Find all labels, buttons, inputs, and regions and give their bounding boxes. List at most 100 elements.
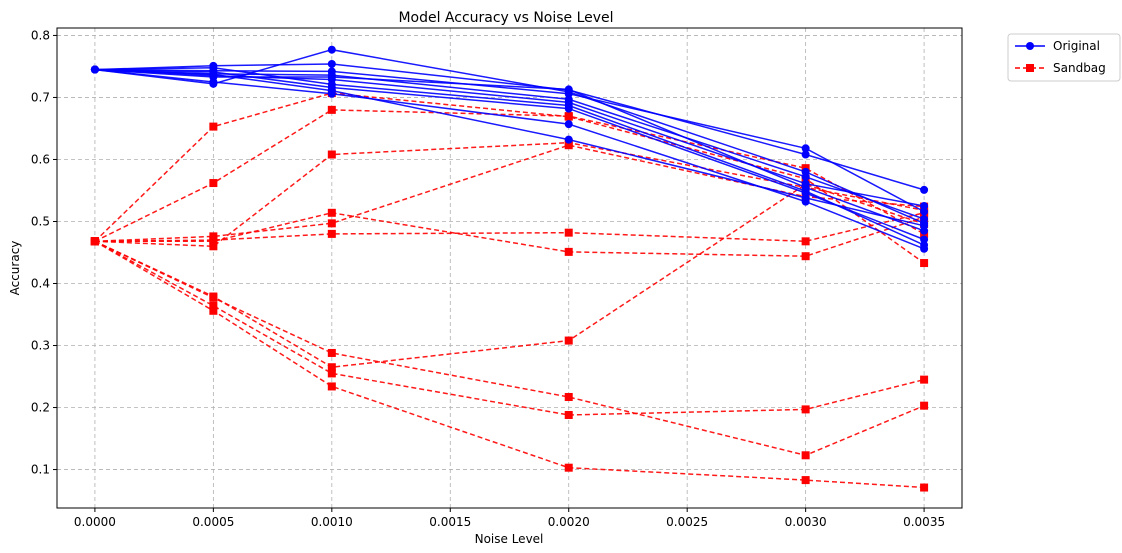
point-sandbag: [801, 405, 810, 414]
point-original: [327, 59, 336, 68]
point-original: [801, 144, 810, 153]
point-sandbag: [801, 237, 810, 246]
series-line-sandbag-4: [94, 144, 925, 243]
point-original: [920, 215, 929, 224]
point-original: [327, 72, 336, 81]
x-axis-label: Noise Level: [475, 532, 544, 546]
y-tick-label: 0.5: [31, 214, 50, 228]
point-sandbag: [90, 237, 99, 246]
point-sandbag: [564, 228, 573, 237]
series-line-original-1: [94, 48, 925, 224]
series-line-original-6: [94, 66, 925, 246]
series-line-original-5: [94, 68, 925, 207]
point-sandbag: [209, 293, 218, 302]
x-tick-label: 0.0020: [548, 515, 590, 529]
y-tick-label: 0.8: [31, 28, 50, 42]
series-line-sandbag-8: [94, 240, 925, 457]
point-sandbag: [564, 410, 573, 419]
plot-frame: [56, 27, 963, 509]
point-original: [564, 135, 573, 144]
point-sandbag: [564, 463, 573, 472]
grid: [57, 28, 962, 508]
point-sandbag: [209, 301, 218, 310]
point-original: [920, 244, 929, 253]
point-sandbag: [209, 306, 218, 315]
point-original: [920, 201, 929, 210]
y-tick-label: 0.4: [31, 277, 50, 291]
point-sandbag: [327, 382, 336, 391]
point-sandbag: [327, 105, 336, 114]
y-tick-label: 0.1: [31, 463, 50, 477]
series-line-original-9: [94, 68, 925, 250]
point-sandbag: [209, 237, 218, 246]
point-original: [801, 197, 810, 206]
y-tick-label: 0.7: [31, 90, 50, 104]
point-sandbag: [209, 179, 218, 188]
x-tick-label: 0.0025: [666, 515, 708, 529]
series-line-sandbag-7: [94, 183, 925, 368]
point-sandbag: [327, 363, 336, 372]
point-sandbag: [801, 252, 810, 261]
series-line-original-8: [94, 68, 925, 227]
point-original: [564, 85, 573, 94]
series-line-sandbag-10: [94, 240, 925, 489]
point-original: [920, 235, 929, 244]
point-original: [209, 72, 218, 81]
point-original: [327, 89, 336, 98]
point-sandbag: [327, 229, 336, 238]
legend-label-original: Original: [1053, 39, 1100, 53]
point-sandbag: [564, 112, 573, 121]
point-sandbag: [801, 476, 810, 485]
point-sandbag: [209, 122, 218, 131]
point-sandbag: [564, 247, 573, 256]
point-original: [920, 185, 929, 194]
legend-marker-original: [1026, 42, 1034, 50]
series-line-sandbag-1: [94, 92, 925, 264]
point-sandbag: [564, 336, 573, 345]
series-layer: [90, 45, 929, 492]
x-tick-label: 0.0005: [192, 515, 234, 529]
y-axis-label: Accuracy: [8, 241, 22, 296]
point-original: [801, 183, 810, 192]
legend-marker-sandbag: [1026, 64, 1034, 72]
point-sandbag: [327, 208, 336, 217]
x-tick-label: 0.0010: [311, 515, 353, 529]
point-original: [920, 226, 929, 235]
point-sandbag: [327, 219, 336, 228]
point-sandbag: [920, 401, 929, 410]
point-original: [564, 104, 573, 113]
series-line-sandbag-3: [94, 141, 925, 248]
point-original: [564, 120, 573, 129]
y-axis: 0.1 0.2 0.3 0.4 0.5 0.6 0.7 0.8: [31, 28, 57, 477]
x-tick-label: 0.0030: [785, 515, 827, 529]
legend: Original Sandbag: [1007, 33, 1121, 82]
point-original: [920, 207, 929, 216]
y-tick-label: 0.6: [31, 152, 50, 166]
point-sandbag: [327, 150, 336, 159]
legend-label-sandbag: Sandbag: [1053, 61, 1106, 75]
point-sandbag: [920, 375, 929, 384]
point-sandbag: [801, 451, 810, 460]
x-axis: 0.0000 0.0005 0.0010 0.0015 0.0020 0.0025 0.00…: [74, 508, 945, 529]
point-original: [801, 172, 810, 181]
chart-title: Model Accuracy vs Noise Level: [398, 10, 613, 26]
series-line-original-2: [94, 63, 925, 191]
point-sandbag: [920, 483, 929, 492]
series-line-original-10: [94, 68, 925, 232]
series-line-original-7: [94, 68, 925, 241]
point-sandbag: [327, 348, 336, 357]
point-sandbag: [564, 141, 573, 150]
point-sandbag: [920, 259, 929, 268]
y-tick-label: 0.2: [31, 401, 50, 415]
series-line-sandbag-6: [94, 212, 925, 257]
point-original: [90, 65, 99, 74]
y-tick-label: 0.3: [31, 339, 50, 353]
point-original: [327, 45, 336, 54]
point-sandbag: [564, 392, 573, 401]
x-tick-label: 0.0000: [74, 515, 116, 529]
point-sandbag: [327, 369, 336, 378]
point-sandbag: [209, 242, 218, 251]
series-line-sandbag-5: [94, 212, 925, 243]
x-tick-label: 0.0015: [429, 515, 471, 529]
series-line-sandbag-9: [94, 240, 925, 416]
